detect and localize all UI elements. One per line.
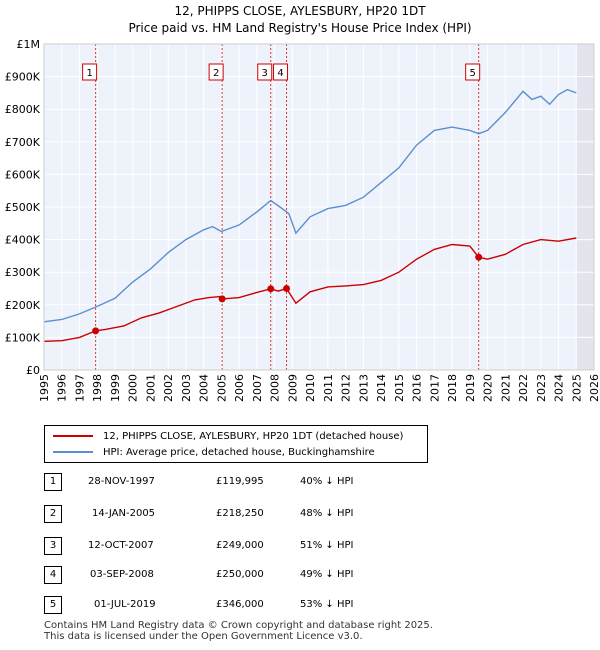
x-tick-label: 2016 — [411, 374, 424, 402]
y-tick-label: £200K — [5, 299, 41, 312]
sale-price: £218,250 — [216, 508, 264, 519]
sale-row: 3 12-OCT-2007 £249,000 51% ↓ HPI — [44, 537, 444, 557]
sale-hpi-diff: 53% ↓ HPI — [300, 599, 354, 610]
sale-row: 2 14-JAN-2005 £218,250 48% ↓ HPI — [44, 505, 444, 525]
sale-row: 4 03-SEP-2008 £250,000 49% ↓ HPI — [44, 566, 444, 586]
copyright-line: Contains HM Land Registry data © Crown c… — [44, 620, 433, 631]
sale-number: 4 — [44, 566, 62, 584]
x-tick-label: 2014 — [375, 374, 388, 402]
sale-point — [218, 295, 226, 303]
legend-label-property: 12, PHIPPS CLOSE, AYLESBURY, HP20 1DT (d… — [103, 430, 404, 442]
x-tick-label: 2020 — [482, 374, 495, 402]
x-tick-label: 2017 — [428, 374, 441, 402]
x-tick-label: 2008 — [269, 374, 282, 402]
sale-number-box — [273, 63, 289, 81]
sale-number: 5 — [44, 596, 62, 614]
x-tick-label: 2012 — [340, 374, 353, 402]
sale-point — [283, 285, 291, 292]
sale-row: 1 28-NOV-1997 £119,995 40% ↓ HPI — [44, 473, 444, 493]
sale-price: £119,995 — [216, 476, 264, 487]
y-tick-label: £700K — [5, 136, 41, 149]
sale-number-box — [257, 63, 273, 81]
sale-hpi-diff: 40% ↓ HPI — [300, 476, 354, 487]
y-tick-label: £500K — [5, 201, 41, 214]
plot-border — [43, 43, 595, 371]
license-line: This data is licensed under the Open Gov… — [44, 631, 363, 642]
y-tick-label: £1M — [17, 38, 41, 51]
x-tick-label: 2010 — [304, 374, 317, 402]
sale-number-box — [208, 63, 224, 81]
x-tick-label: 1999 — [109, 374, 122, 402]
sale-number: 2 — [44, 505, 62, 523]
x-tick-label: 2007 — [251, 374, 264, 402]
x-tick-label: 2021 — [499, 374, 512, 402]
sale-price: £249,000 — [216, 540, 264, 551]
y-tick-label: £400K — [5, 234, 41, 247]
y-tick-label: £900K — [5, 71, 41, 84]
x-tick-label: 2022 — [517, 374, 530, 402]
sale-hpi-diff: 49% ↓ HPI — [300, 569, 354, 580]
x-tick-label: 2004 — [198, 374, 211, 402]
sale-hpi-diff: 48% ↓ HPI — [300, 508, 354, 519]
footer-note: Contains HM Land Registry data © Crown c… — [44, 620, 433, 642]
y-tick-label: £100K — [5, 331, 41, 344]
series-line — [43, 88, 577, 323]
sale-number-label: 3 — [262, 68, 268, 79]
x-tick-label: 1996 — [56, 374, 69, 402]
sale-date: 28-NOV-1997 — [88, 476, 155, 487]
sale-date: 14-JAN-2005 — [92, 508, 156, 519]
sale-row: 5 01-JUL-2019 £346,000 53% ↓ HPI — [44, 596, 444, 616]
sale-price: £250,000 — [216, 569, 264, 580]
sale-point — [92, 327, 100, 335]
x-tick-label: 2002 — [162, 374, 175, 402]
sale-date: 01-JUL-2019 — [94, 599, 156, 610]
x-tick-label: 2001 — [144, 374, 157, 402]
sale-number-label: 1 — [86, 68, 92, 79]
x-tick-label: 2013 — [357, 374, 370, 402]
chart-legend: 12, PHIPPS CLOSE, AYLESBURY, HP20 1DT (d… — [44, 425, 428, 463]
sale-point — [267, 285, 275, 293]
y-tick-label: £600K — [5, 168, 41, 181]
sale-number: 1 — [44, 473, 62, 491]
sale-number-box — [82, 63, 98, 81]
x-tick-label: 2005 — [215, 374, 228, 402]
x-tick-label: 1995 — [38, 374, 51, 402]
x-tick-label: 2009 — [286, 374, 299, 402]
x-tick-label: 2018 — [446, 374, 459, 402]
y-tick-label: £0 — [26, 364, 40, 377]
legend-swatch-hpi — [53, 451, 93, 453]
sale-number-label: 5 — [469, 68, 475, 79]
x-tick-label: 2025 — [570, 374, 583, 402]
y-tick-label: £300K — [5, 266, 41, 279]
chart-title: 12, PHIPPS CLOSE, AYLESBURY, HP20 1DT — [174, 4, 426, 18]
legend-label-hpi: HPI: Average price, detached house, Buck… — [103, 446, 375, 458]
x-tick-label: 2003 — [180, 374, 193, 402]
x-tick-label: 2000 — [127, 374, 140, 402]
x-tick-label: 2011 — [322, 374, 335, 402]
sale-number-label: 4 — [277, 68, 283, 79]
x-tick-label: 2015 — [393, 374, 406, 402]
sale-number-label: 2 — [213, 68, 219, 79]
sale-point — [475, 253, 483, 261]
x-tick-label: 2023 — [535, 374, 548, 402]
sale-number-box — [465, 63, 481, 81]
x-tick-label: 1997 — [73, 374, 86, 402]
chart-subtitle: Price paid vs. HM Land Registry's House … — [128, 21, 472, 35]
sale-number: 3 — [44, 537, 62, 555]
legend-item-property: 12, PHIPPS CLOSE, AYLESBURY, HP20 1DT (d… — [53, 429, 403, 443]
sale-hpi-diff: 51% ↓ HPI — [300, 540, 354, 551]
price-chart: £0 £100K £200K £300K £400K £500K £600K £700K £80… — [5, 38, 600, 402]
legend-swatch-property — [53, 435, 93, 437]
x-tick-label: 2026 — [588, 374, 600, 402]
sale-date: 03-SEP-2008 — [90, 569, 154, 580]
x-tick-label: 2006 — [233, 374, 246, 402]
y-tick-label: £800K — [5, 103, 41, 116]
sale-price: £346,000 — [216, 599, 264, 610]
sale-date: 12-OCT-2007 — [88, 540, 154, 551]
legend-item-hpi: HPI: Average price, detached house, Buck… — [53, 445, 375, 459]
x-tick-label: 2024 — [553, 374, 566, 402]
x-tick-label: 2019 — [464, 374, 477, 402]
x-tick-label: 1998 — [91, 374, 104, 402]
